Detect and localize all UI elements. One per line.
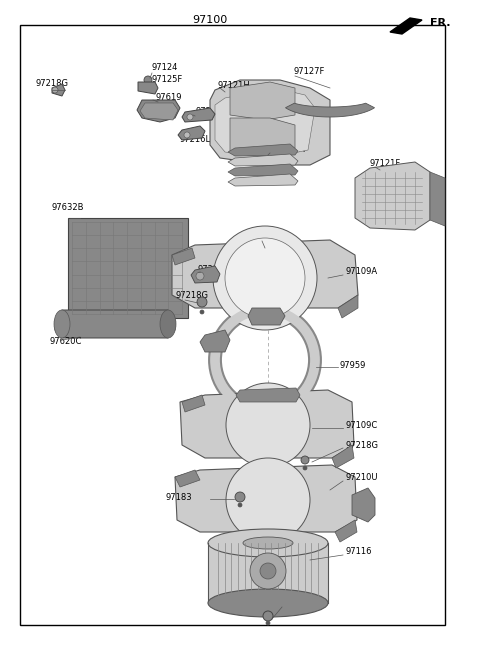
Polygon shape bbox=[55, 310, 175, 338]
Text: 97270: 97270 bbox=[282, 599, 309, 608]
Polygon shape bbox=[430, 172, 445, 226]
Polygon shape bbox=[182, 395, 205, 412]
Ellipse shape bbox=[208, 529, 328, 557]
Text: 97210U: 97210U bbox=[345, 474, 377, 482]
Ellipse shape bbox=[160, 310, 176, 338]
Circle shape bbox=[200, 310, 204, 314]
Polygon shape bbox=[191, 266, 220, 283]
Circle shape bbox=[250, 553, 286, 589]
Polygon shape bbox=[338, 295, 358, 318]
Polygon shape bbox=[137, 100, 180, 122]
Polygon shape bbox=[172, 240, 358, 308]
Bar bbox=[20, 25, 445, 625]
Polygon shape bbox=[352, 488, 375, 522]
Text: 97632B: 97632B bbox=[52, 202, 84, 212]
Circle shape bbox=[187, 114, 193, 120]
Circle shape bbox=[260, 563, 276, 579]
Polygon shape bbox=[355, 162, 430, 230]
Polygon shape bbox=[210, 80, 330, 165]
Polygon shape bbox=[175, 470, 200, 487]
Circle shape bbox=[184, 132, 190, 138]
Text: 97235K: 97235K bbox=[197, 265, 229, 275]
Text: 97218G: 97218G bbox=[345, 440, 378, 449]
Polygon shape bbox=[332, 445, 354, 468]
Text: 97105C: 97105C bbox=[258, 233, 290, 242]
Circle shape bbox=[235, 492, 245, 502]
Text: 97124: 97124 bbox=[152, 64, 179, 72]
Circle shape bbox=[266, 621, 270, 625]
Text: 97100: 97100 bbox=[192, 15, 228, 25]
Text: 97619: 97619 bbox=[155, 93, 181, 101]
Polygon shape bbox=[228, 174, 298, 186]
Polygon shape bbox=[228, 144, 298, 156]
Ellipse shape bbox=[243, 537, 293, 549]
Circle shape bbox=[226, 458, 310, 542]
Text: 97116: 97116 bbox=[345, 547, 372, 556]
Text: 97109C: 97109C bbox=[345, 420, 377, 430]
Ellipse shape bbox=[54, 310, 70, 338]
Text: 97218G: 97218G bbox=[175, 290, 208, 300]
Polygon shape bbox=[390, 18, 422, 34]
Circle shape bbox=[196, 272, 204, 280]
Polygon shape bbox=[182, 108, 215, 122]
Text: 97620C: 97620C bbox=[50, 338, 83, 346]
Polygon shape bbox=[230, 118, 295, 155]
Bar bbox=[68, 218, 188, 318]
Circle shape bbox=[144, 76, 152, 84]
Polygon shape bbox=[140, 103, 178, 120]
Polygon shape bbox=[215, 88, 315, 158]
Circle shape bbox=[226, 383, 310, 467]
Text: 61B05A: 61B05A bbox=[272, 145, 305, 154]
Circle shape bbox=[213, 226, 317, 330]
Text: 97109A: 97109A bbox=[345, 267, 377, 277]
Polygon shape bbox=[236, 388, 300, 402]
Circle shape bbox=[225, 238, 305, 318]
Ellipse shape bbox=[208, 589, 328, 617]
Polygon shape bbox=[200, 330, 230, 352]
Circle shape bbox=[238, 503, 242, 507]
Circle shape bbox=[197, 297, 207, 307]
Text: FR.: FR. bbox=[430, 18, 451, 28]
Circle shape bbox=[52, 87, 58, 93]
Polygon shape bbox=[180, 390, 354, 458]
Text: 97121H: 97121H bbox=[218, 81, 251, 89]
Polygon shape bbox=[286, 103, 374, 117]
Polygon shape bbox=[138, 82, 158, 94]
Circle shape bbox=[301, 456, 309, 464]
Text: 97127F: 97127F bbox=[293, 68, 324, 76]
Polygon shape bbox=[52, 84, 65, 96]
Circle shape bbox=[263, 611, 273, 621]
Circle shape bbox=[303, 466, 307, 470]
Polygon shape bbox=[228, 164, 298, 176]
Polygon shape bbox=[228, 154, 298, 166]
Polygon shape bbox=[248, 308, 285, 325]
Text: 97183: 97183 bbox=[165, 493, 192, 503]
Polygon shape bbox=[172, 248, 195, 265]
Text: 97218G: 97218G bbox=[35, 78, 68, 87]
Polygon shape bbox=[178, 126, 205, 140]
Polygon shape bbox=[230, 82, 295, 120]
Text: 97125F: 97125F bbox=[152, 76, 183, 85]
Polygon shape bbox=[175, 465, 357, 532]
Text: 97121F: 97121F bbox=[370, 160, 401, 168]
Text: 97216L: 97216L bbox=[180, 135, 211, 145]
Text: 97216L: 97216L bbox=[195, 108, 226, 116]
Text: 97959: 97959 bbox=[340, 361, 366, 369]
Polygon shape bbox=[335, 520, 357, 542]
Bar bbox=[208, 543, 328, 603]
